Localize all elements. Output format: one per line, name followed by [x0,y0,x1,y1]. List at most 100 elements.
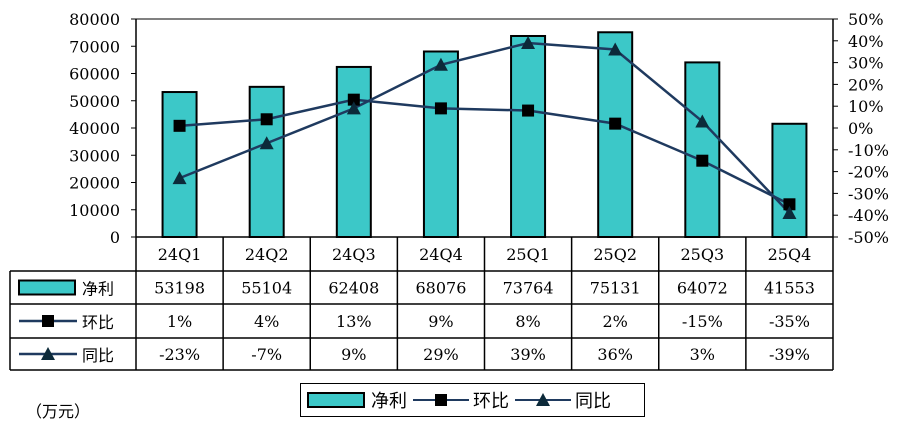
bar-24Q3 [335,65,372,238]
qoq-point-25Q3 [696,154,709,167]
right-tick-label: -20% [848,163,889,182]
category-label: 25Q2 [593,245,637,264]
right-axis-ticks: -50% -40% -30% -20% -10% 0% 10% 20% 30% 40% 50% [833,10,889,247]
table-cell: 62408 [328,279,379,298]
category-label: 24Q2 [245,245,289,264]
table-cell: -35% [769,312,810,331]
legend-label-qoq: 环比 [473,391,509,412]
line-series [172,35,797,220]
yoy-point-24Q3 [346,101,361,115]
legend-label-net-profit: 净利 [371,391,407,412]
table-cell: 9% [428,312,453,331]
table-cell: 41553 [764,279,815,298]
data-table: 24Q1 24Q2 24Q3 24Q4 25Q1 25Q2 25Q3 25Q4 净利 53198 5… [9,236,834,371]
table-cell: 13% [336,312,372,331]
line-yoy [179,41,791,214]
left-tick-label: 80000 [69,10,120,29]
category-label: 25Q4 [768,245,812,264]
right-tick-label: 0% [848,119,873,138]
left-tick-label: 30000 [69,146,120,165]
table-cell: 75131 [590,279,641,298]
category-label: 25Q3 [680,245,724,264]
qoq-point-25Q2 [609,117,622,130]
table-cell: 9% [341,345,366,364]
left-tick-label: 60000 [69,65,120,84]
plot-frame [135,18,834,237]
yoy-point-25Q4 [782,206,797,220]
left-tick-label: 40000 [69,119,120,138]
legend-label-yoy: 同比 [575,391,611,412]
yoy-point-25Q3 [695,114,710,128]
table-cell: 4% [254,312,279,331]
table-key-bar [18,279,76,296]
category-label: 24Q3 [332,245,376,264]
table-row-header: 净利 [82,280,114,299]
right-tick-label: 30% [848,54,884,73]
qoq-point-24Q2 [260,113,273,126]
table-cell: 53198 [154,279,205,298]
qoq-point-24Q4 [434,102,447,115]
unit-label: （万元） [26,402,91,421]
right-tick-label: -10% [848,141,889,160]
legend-item-net-profit: 净利 [307,387,407,413]
bar-24Q4 [422,50,459,238]
left-tick-label: 20000 [69,174,120,193]
legend-square-line-swatch [413,390,469,410]
qoq-point-24Q3 [347,93,360,106]
left-tick-label: 70000 [69,37,120,56]
bar-series [161,31,808,239]
line-qoq [179,98,790,206]
category-label: 25Q1 [506,245,550,264]
legend-item-qoq: 环比 [413,387,509,413]
table-cell: -15% [682,312,723,331]
left-tick-label: 50000 [69,92,120,111]
bar-24Q2 [248,85,285,238]
table-cell: -23% [159,345,200,364]
left-tick-label: 10000 [69,201,120,220]
left-tick-label: 0 [110,228,120,247]
yoy-point-24Q4 [433,57,448,71]
right-tick-label: -30% [848,184,889,203]
table-cell: 39% [510,345,546,364]
table-cell: 68076 [415,279,466,298]
right-tick-label: 50% [848,10,884,29]
yoy-point-24Q1 [172,171,187,185]
table-cell: 29% [423,345,459,364]
table-cell: 3% [690,345,715,364]
category-label: 24Q4 [419,245,463,264]
qoq-point-25Q4 [783,198,796,211]
bar-25Q2 [597,31,634,239]
table-row-header: 环比 [82,313,114,332]
right-tick-label: 40% [848,32,884,51]
table-cell: 2% [602,312,627,331]
legend-triangle-line-swatch [515,390,571,410]
yoy-point-24Q2 [259,136,274,150]
legend-bar-swatch [307,392,365,408]
table-cell: 55104 [241,279,292,298]
category-label: 24Q1 [158,245,202,264]
right-tick-label: -50% [848,228,889,247]
qoq-point-24Q1 [173,119,186,132]
table-key-triangle [41,347,55,360]
right-tick-label: 20% [848,75,884,94]
table-cell: -39% [769,345,810,364]
table-key-square [42,315,54,327]
bar-25Q1 [510,34,547,238]
legend: 净利 环比 同比 [300,383,645,417]
table-cell: 64072 [677,279,728,298]
table-cell: 1% [167,312,192,331]
left-axis-ticks: 0 10000 20000 30000 40000 50000 60000 70000 8000… [69,10,136,247]
bar-25Q4 [771,122,808,238]
bar-25Q3 [684,61,721,239]
bar-24Q1 [161,91,198,239]
qoq-point-25Q1 [522,104,535,117]
yoy-point-25Q1 [521,35,536,49]
table-cell: 73764 [503,279,554,298]
table-row-header: 同比 [82,346,114,365]
legend-item-yoy: 同比 [515,387,611,413]
right-tick-label: -40% [848,206,889,225]
table-cell: 36% [597,345,633,364]
table-cell: -7% [251,345,282,364]
right-tick-label: 10% [848,97,884,116]
